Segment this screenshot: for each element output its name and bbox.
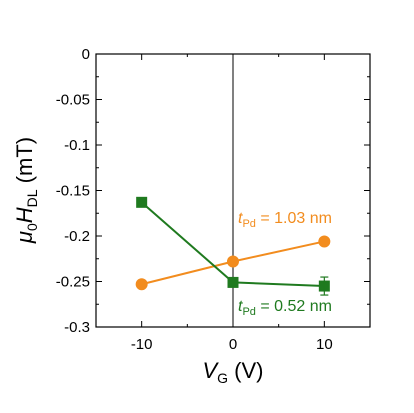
tick-labels: 0 -0.05 -0.1 -0.15 -0.2 -0.25 -0.3 -10 0 10: [56, 46, 333, 353]
x-axis-symbol: V: [202, 358, 219, 383]
y-axis-subscript: DL: [24, 189, 40, 207]
x-axis-subscript: G: [217, 370, 228, 386]
y-tick-label: -0.3: [64, 319, 90, 336]
data-point: [136, 196, 148, 208]
series-label-0: tPd = 1.03 nm: [238, 210, 332, 230]
x-tick-label: -10: [131, 336, 153, 353]
axis-ticks: [96, 53, 370, 328]
y-tick-label: 0: [82, 46, 90, 63]
x-tick-label: 0: [229, 336, 237, 353]
y-tick-label: -0.05: [56, 92, 90, 109]
y-axis-title: μ0HDL (mT): [12, 137, 40, 244]
y-axis-unit: (mT): [12, 137, 37, 190]
x-axis-title: VG (V): [202, 358, 263, 386]
x-tick-label: 10: [316, 336, 333, 353]
y-axis-prefix-sub: 0: [24, 223, 40, 231]
data-point: [227, 255, 239, 268]
series-label-1: tPd = 0.52 nm: [238, 298, 332, 318]
y-axis-symbol: H: [12, 207, 37, 223]
y-tick-label: -0.2: [64, 228, 90, 245]
data-point: [318, 235, 331, 248]
series-group: [135, 196, 331, 296]
y-axis-prefix: μ: [12, 231, 37, 244]
y-tick-label: -0.25: [56, 274, 90, 291]
y-tick-label: -0.1: [64, 137, 90, 154]
x-axis-unit: (V): [228, 358, 263, 383]
y-tick-label: -0.15: [56, 183, 90, 200]
series-labels: tPd = 1.03 nm tPd = 0.52 nm: [238, 210, 332, 318]
data-point: [227, 276, 239, 288]
data-point: [135, 278, 148, 291]
